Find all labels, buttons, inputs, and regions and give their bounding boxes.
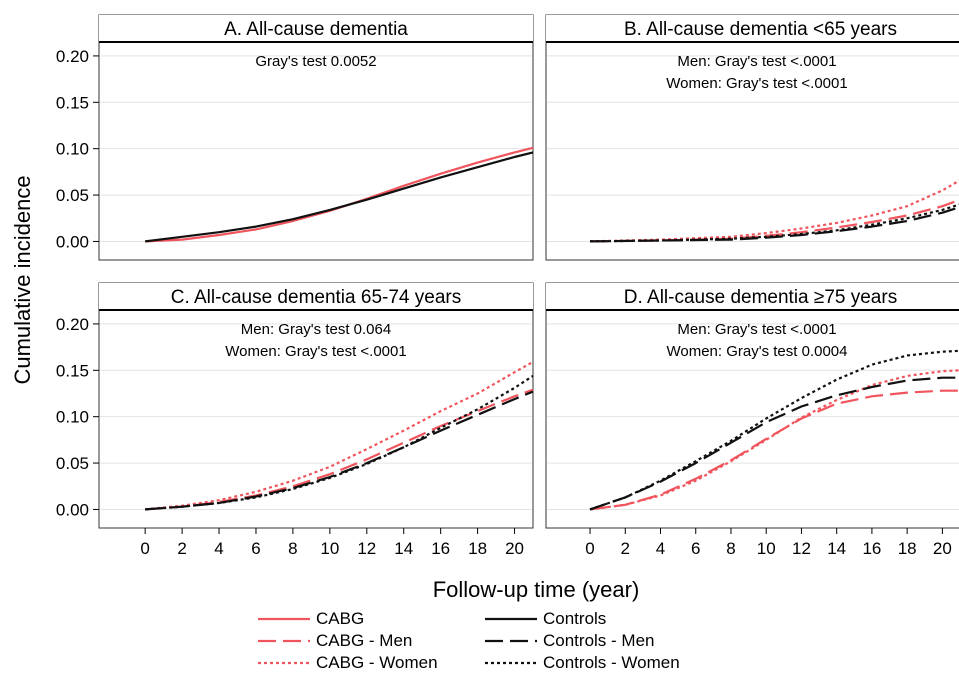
panel-title: A. All-cause dementia	[224, 19, 408, 40]
gray-test-annotation: Women: Gray's test <.0001	[666, 75, 847, 92]
legend-item: Controls - Men	[485, 630, 654, 652]
x-tick-label: 8	[288, 539, 297, 558]
y-tick-label: 0.20	[56, 315, 89, 334]
series-line-cabg-women	[589, 179, 959, 243]
y-tick-label: 0.05	[56, 186, 89, 205]
legend-swatch	[485, 617, 537, 621]
gray-test-annotation: Men: Gray's test 0.064	[241, 321, 391, 338]
legend-label: Controls - Women	[543, 653, 680, 672]
gray-test-annotation: Men: Gray's test <.0001	[677, 53, 836, 70]
y-tick-label: 0.10	[56, 140, 89, 159]
chart-legend: CABG Controls CABG - Men Controls - Men CABG…	[258, 608, 778, 678]
x-tick-label: 2	[621, 539, 630, 558]
x-tick-label: 0	[140, 539, 149, 558]
x-tick-label: 2	[177, 539, 186, 558]
y-tick-label: 0.15	[56, 361, 89, 380]
x-tick-label: 12	[792, 539, 811, 558]
gray-test-annotation: Women: Gray's test <.0001	[225, 343, 406, 360]
legend-item: CABG - Men	[258, 630, 412, 652]
y-tick-label: 0.15	[56, 93, 89, 112]
series-line-cabg-women	[145, 360, 534, 511]
gray-test-annotation: Women: Gray's test 0.0004	[666, 343, 847, 360]
series-line-controls-women	[589, 203, 959, 243]
series-line-controls-men	[589, 376, 959, 511]
panel-frame	[98, 282, 534, 529]
legend-item: Controls - Women	[485, 652, 680, 674]
x-tick-label: 4	[656, 539, 665, 558]
panel-frame	[545, 282, 959, 529]
panel-title: B. All-cause dementia <65 years	[624, 19, 897, 40]
legend-item: Controls	[485, 608, 606, 630]
legend-label: CABG - Men	[316, 631, 413, 650]
x-tick-label: 0	[585, 539, 594, 558]
legend-swatch	[485, 639, 537, 643]
legend-item: CABG - Women	[258, 652, 438, 674]
panel-header	[546, 15, 959, 42]
legend-item: CABG	[258, 608, 364, 630]
panel-title: C. All-cause dementia 65-74 years	[171, 287, 461, 308]
x-tick-label: 4	[214, 539, 223, 558]
y-axis-label: Cumulative incidence	[10, 175, 35, 384]
y-tick-label: 0.00	[56, 500, 89, 519]
x-tick-label: 8	[726, 539, 735, 558]
x-tick-label: 10	[320, 539, 339, 558]
gray-test-annotation: Men: Gray's test <.0001	[677, 321, 836, 338]
legend-label: Controls - Men	[543, 631, 655, 650]
panel-frame	[98, 14, 534, 261]
x-axis-label: Follow-up time (year)	[433, 577, 640, 602]
x-tick-label: 14	[394, 539, 413, 558]
legend-swatch	[258, 661, 310, 665]
x-tick-label: 20	[505, 539, 524, 558]
x-tick-label: 18	[468, 539, 487, 558]
y-tick-label: 0.05	[56, 454, 89, 473]
panel-header	[99, 283, 533, 310]
x-tick-label: 10	[757, 539, 776, 558]
x-tick-label: 14	[827, 539, 846, 558]
series-line-controls	[145, 151, 534, 243]
legend-label: CABG	[316, 609, 365, 628]
legend-swatch	[258, 639, 310, 643]
panel-header	[546, 283, 959, 310]
x-tick-label: 6	[691, 539, 700, 558]
panel-title: D. All-cause dementia ≥75 years	[624, 287, 897, 308]
legend-label: Controls	[543, 609, 607, 628]
gray-test-annotation: Gray's test 0.0052	[255, 53, 376, 70]
series-line-cabg-women	[589, 369, 959, 511]
x-tick-label: 18	[898, 539, 917, 558]
y-tick-label: 0.10	[56, 408, 89, 427]
y-tick-label: 0.00	[56, 232, 89, 251]
legend-swatch	[485, 661, 537, 665]
panel-header	[99, 15, 533, 42]
x-tick-label: 16	[431, 539, 450, 558]
legend-label: CABG - Women	[316, 653, 438, 672]
x-tick-label: 16	[862, 539, 881, 558]
x-tick-label: 20	[933, 539, 952, 558]
legend-swatch	[258, 617, 310, 621]
x-tick-label: 6	[251, 539, 260, 558]
y-tick-label: 0.20	[56, 47, 89, 66]
series-line-controls-women	[145, 374, 534, 511]
x-tick-label: 12	[357, 539, 376, 558]
